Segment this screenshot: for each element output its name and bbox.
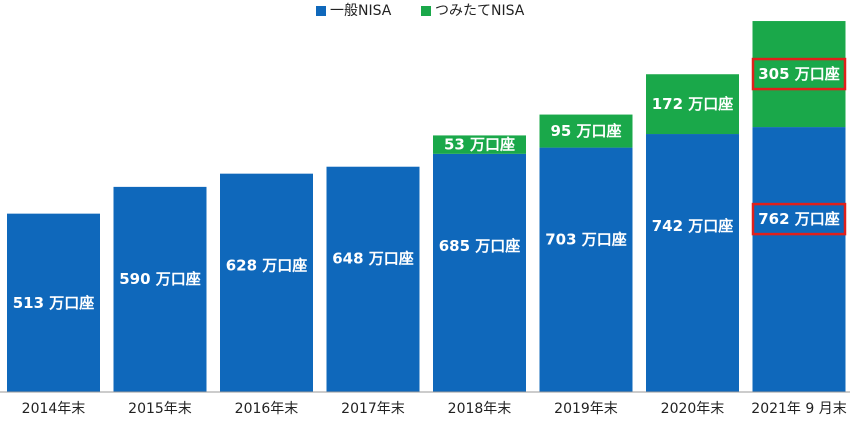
highlight-box-general-7 xyxy=(751,202,847,236)
x-tick-label-2: 2016年末 xyxy=(235,401,299,417)
bar-label-tsumitate-4: 53 万口座 xyxy=(444,136,515,154)
bar-general-nisa-3 xyxy=(326,166,420,392)
bar-tsumitate-nisa-5 xyxy=(539,114,633,148)
bar-general-nisa-6 xyxy=(646,134,739,393)
bar-label-general-7: 762 万口座 xyxy=(758,210,840,228)
bar-label-general-1: 590 万口座 xyxy=(119,270,201,288)
bar-label-general-5: 703 万口座 xyxy=(545,231,627,249)
bar-tsumitate-nisa-4 xyxy=(433,135,526,154)
x-tick-label-7: 2021年 9 月末 xyxy=(751,401,846,417)
bar-general-nisa-2 xyxy=(220,173,313,392)
x-tick-label-1: 2015年末 xyxy=(128,401,192,417)
highlight-box-tsumitate-7 xyxy=(751,57,847,91)
legend-swatch-tsumitate-nisa xyxy=(421,6,431,16)
bar-general-nisa-0 xyxy=(7,213,100,392)
bar-label-general-0: 513 万口座 xyxy=(13,294,95,312)
bar-label-tsumitate-6: 172 万口座 xyxy=(652,95,734,113)
bar-tsumitate-nisa-7 xyxy=(752,21,846,128)
bar-label-general-4: 685 万口座 xyxy=(439,237,521,255)
bar-general-nisa-5 xyxy=(539,147,633,392)
bar-tsumitate-nisa-6 xyxy=(646,74,739,135)
x-tick-label-4: 2018年末 xyxy=(448,401,512,417)
bar-label-general-2: 628 万口座 xyxy=(226,257,308,275)
legend-label-general-nisa: 一般NISA xyxy=(330,3,392,19)
bar-label-tsumitate-5: 95 万口座 xyxy=(550,122,621,140)
bar-label-general-6: 742 万口座 xyxy=(652,217,734,235)
legend-swatch-general-nisa xyxy=(316,6,326,16)
bar-general-nisa-1 xyxy=(113,186,207,392)
x-tick-label-6: 2020年末 xyxy=(661,401,725,417)
x-tick-label-5: 2019年末 xyxy=(554,401,618,417)
legend-label-tsumitate-nisa: つみたてNISA xyxy=(435,3,525,19)
x-tick-label-3: 2017年末 xyxy=(341,401,405,417)
bar-label-general-3: 648 万口座 xyxy=(332,250,414,268)
bars-group: 513 万口座 590 万口座 628 万口座 648 万口座 685 万口座 53 万口… xyxy=(7,21,847,393)
bar-general-nisa-4 xyxy=(433,153,526,392)
bar-general-nisa-7 xyxy=(752,127,846,392)
bar-label-tsumitate-7: 305 万口座 xyxy=(758,65,840,83)
legend: 一般NISA つみたてNISA xyxy=(316,3,525,19)
x-tick-label-0: 2014年末 xyxy=(22,401,86,417)
x-axis-ticks: 2014年末 2015年末 2016年末 2017年末 2018年末 2019年末 2020… xyxy=(22,401,847,417)
